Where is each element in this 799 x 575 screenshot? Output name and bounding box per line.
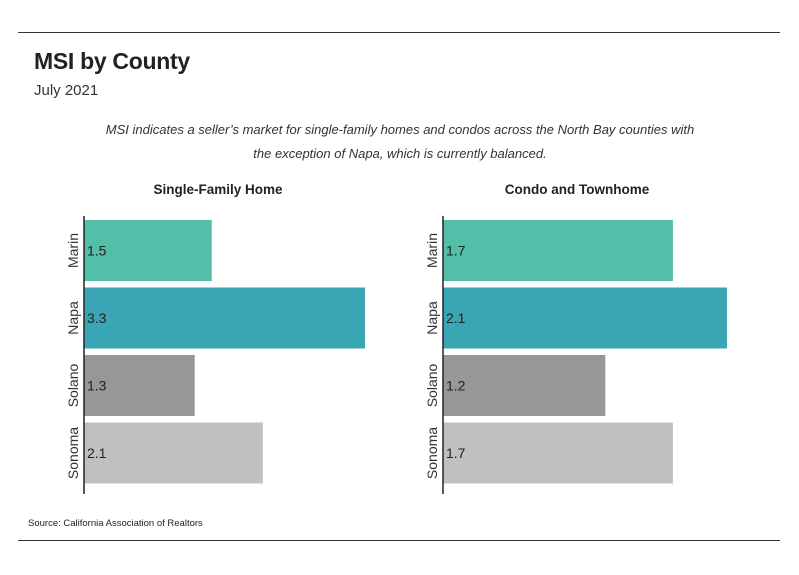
- category-label: Solano: [65, 363, 81, 407]
- chart-title: Condo and Townhome: [505, 182, 650, 197]
- category-label: Napa: [65, 301, 81, 335]
- bar-solano: [84, 355, 195, 416]
- category-label: Sonoma: [65, 427, 81, 479]
- bar-marin: [84, 220, 212, 281]
- chart-description: MSI indicates a seller’s market for sing…: [105, 122, 695, 161]
- category-label: Marin: [424, 233, 440, 268]
- category-label: Marin: [65, 233, 81, 268]
- chart-title: Single-Family Home: [153, 182, 283, 197]
- bottom-rule: [18, 540, 780, 541]
- bar-solano: [443, 355, 606, 416]
- data-label: 3.3: [87, 310, 107, 326]
- page-title: MSI by County: [34, 48, 190, 74]
- data-label: 1.5: [87, 243, 107, 259]
- bar-napa: [84, 287, 365, 349]
- category-label: Napa: [424, 301, 440, 335]
- bar-marin: [443, 220, 673, 281]
- bar-sonoma: [443, 422, 673, 484]
- category-label: Sonoma: [424, 427, 440, 479]
- data-label: 1.7: [446, 445, 466, 461]
- data-label: 1.3: [87, 378, 107, 394]
- data-label: 1.7: [446, 243, 466, 259]
- data-label: 1.2: [446, 378, 466, 394]
- chart-panel-1: Single-Family Home 1.5 Marin 3.3 Napa 1.3 Sola…: [65, 182, 365, 494]
- category-label: Solano: [424, 363, 440, 407]
- data-label: 2.1: [446, 310, 466, 326]
- data-label: 2.1: [87, 445, 107, 461]
- bar-sonoma: [84, 422, 263, 484]
- chart-panel-2: Condo and Townhome 1.7 Marin 2.1 Napa 1.2 Sola…: [424, 182, 727, 494]
- page-subtitle: July 2021: [34, 82, 99, 99]
- source-note: Source: California Association of Realto…: [28, 518, 203, 529]
- top-rule: [18, 32, 780, 33]
- bar-napa: [443, 287, 727, 349]
